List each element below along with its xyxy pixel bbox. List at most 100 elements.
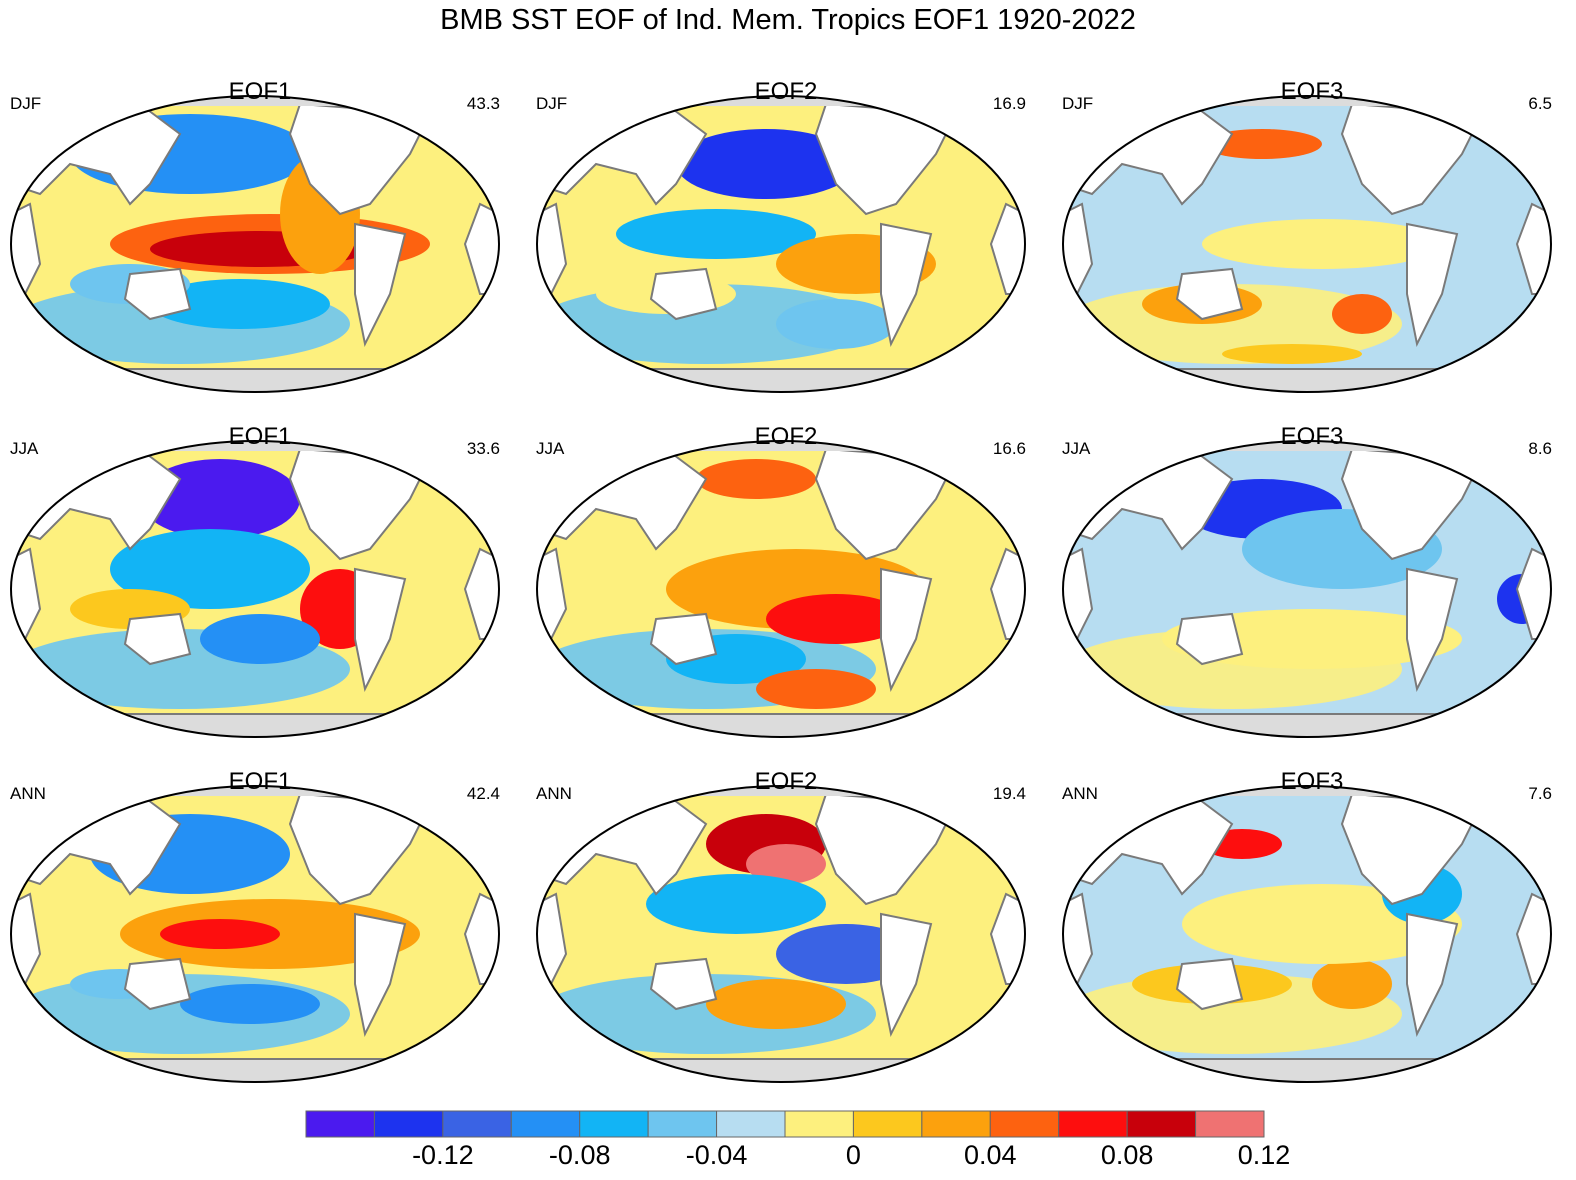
anomaly-region xyxy=(746,844,826,884)
projection-map xyxy=(1062,785,1552,1083)
antarctica-landmass xyxy=(11,713,499,737)
anomaly-region xyxy=(1312,959,1392,1009)
anomaly-region xyxy=(766,594,906,644)
colorbar xyxy=(305,1110,1265,1138)
antarctica-landmass xyxy=(537,1058,1025,1082)
panel-eof-label: EOF3 xyxy=(1280,423,1344,450)
colorbar-tick-label: -0.12 xyxy=(412,1140,474,1170)
map-panel: EOF3 DJF 6.5 xyxy=(1062,78,1562,432)
panel-season-label: JJA xyxy=(1062,439,1091,458)
map-border xyxy=(10,95,500,393)
landmass xyxy=(649,957,718,1011)
map-panel: EOF2 DJF 16.9 xyxy=(536,78,1036,432)
colorbar-tick-label: 0.12 xyxy=(1237,1140,1291,1170)
map-border xyxy=(1062,95,1552,393)
arctic-landmass xyxy=(11,786,499,796)
panel-variance-label: 6.5 xyxy=(1528,94,1552,113)
antarctica-landmass xyxy=(11,368,499,392)
panel-variance-label: 8.6 xyxy=(1528,439,1552,458)
anomaly-region xyxy=(180,984,320,1024)
panel-eof-label: EOF1 xyxy=(228,768,292,795)
landmass xyxy=(1406,912,1459,1038)
antarctica-landmass xyxy=(537,368,1025,392)
colorbar-swatch xyxy=(784,1110,854,1138)
panel-season-label: ANN xyxy=(1062,784,1098,803)
colorbar-tick-label: 0.04 xyxy=(964,1140,1017,1170)
arctic-landmass xyxy=(11,441,499,451)
colorbar-swatch xyxy=(716,1110,786,1138)
anomaly-region xyxy=(676,129,856,199)
map-panel: EOF3 JJA 8.6 xyxy=(1062,423,1562,777)
arctic-landmass xyxy=(11,96,499,106)
landmass xyxy=(880,222,933,348)
projection-map xyxy=(10,785,500,1083)
colorbar-swatch xyxy=(373,1110,444,1138)
landmass xyxy=(123,612,192,666)
colorbar-swatch xyxy=(852,1110,923,1138)
map-border xyxy=(536,440,1026,738)
panel-variance-label: 7.6 xyxy=(1528,784,1552,803)
panel-eof-label: EOF2 xyxy=(754,768,818,795)
antarctica-landmass xyxy=(1063,713,1551,737)
anomaly-region xyxy=(200,614,320,664)
anomaly-region xyxy=(706,979,846,1029)
anomaly-region xyxy=(696,459,816,499)
colorbar-swatch xyxy=(579,1110,649,1138)
anomaly-region xyxy=(1222,344,1362,364)
panel-season-label: JJA xyxy=(536,439,565,458)
anomaly-region xyxy=(1202,219,1442,269)
colorbar-swatch xyxy=(1058,1110,1128,1138)
anomaly-region xyxy=(616,209,816,259)
arctic-landmass xyxy=(1063,96,1551,106)
landmass xyxy=(123,267,192,321)
landmass xyxy=(880,567,933,693)
map-border xyxy=(10,440,500,738)
landmass xyxy=(354,222,407,348)
projection-map xyxy=(1062,95,1552,393)
anomaly-region xyxy=(1332,294,1392,334)
panel-season-label: DJF xyxy=(536,94,568,113)
colorbar-tick-label: -0.04 xyxy=(685,1140,748,1170)
anomaly-region xyxy=(1202,129,1322,159)
map-border xyxy=(536,95,1026,393)
panel-season-label: JJA xyxy=(10,439,39,458)
colorbar-tick-label: -0.08 xyxy=(548,1140,611,1170)
antarctica-landmass xyxy=(1063,368,1551,392)
panel-variance-label: 19.4 xyxy=(992,784,1026,803)
arctic-landmass xyxy=(1063,786,1551,796)
map-panel: EOF3 ANN 7.6 xyxy=(1062,768,1562,1122)
landmass xyxy=(649,267,718,321)
panel-variance-label: 33.6 xyxy=(466,439,500,458)
map-panel: EOF1 ANN 42.4 xyxy=(10,768,510,1122)
antarctica-landmass xyxy=(537,713,1025,737)
map-panel: EOF1 DJF 43.3 xyxy=(10,78,510,432)
projection-map xyxy=(10,95,500,393)
colorbar-swatch xyxy=(921,1110,991,1138)
colorbar-swatch xyxy=(1195,1110,1265,1138)
map-panel: EOF2 JJA 16.6 xyxy=(536,423,1036,777)
landmass xyxy=(354,912,407,1038)
projection-map xyxy=(1062,440,1552,738)
anomaly-region xyxy=(646,874,826,934)
landmass xyxy=(1406,567,1459,693)
map-border xyxy=(1062,785,1552,1083)
map-border xyxy=(10,785,500,1083)
anomaly-region xyxy=(110,529,310,609)
panel-variance-label: 16.6 xyxy=(992,439,1026,458)
panel-variance-label: 43.3 xyxy=(466,94,500,113)
arctic-landmass xyxy=(537,786,1025,796)
panel-eof-label: EOF1 xyxy=(228,423,292,450)
map-panel: EOF1 JJA 33.6 xyxy=(10,423,510,777)
landmass xyxy=(880,912,933,1038)
panel-eof-label: EOF3 xyxy=(1280,78,1344,105)
map-border xyxy=(536,785,1026,1083)
landmass xyxy=(1175,612,1244,666)
anomaly-region xyxy=(776,299,896,349)
map-border xyxy=(1062,440,1552,738)
panel-season-label: DJF xyxy=(1062,94,1094,113)
anomaly-region xyxy=(160,919,280,949)
landmass xyxy=(1175,957,1244,1011)
landmass xyxy=(649,612,718,666)
colorbar-swatch xyxy=(1126,1110,1197,1138)
map-panel: EOF2 ANN 19.4 xyxy=(536,768,1036,1122)
